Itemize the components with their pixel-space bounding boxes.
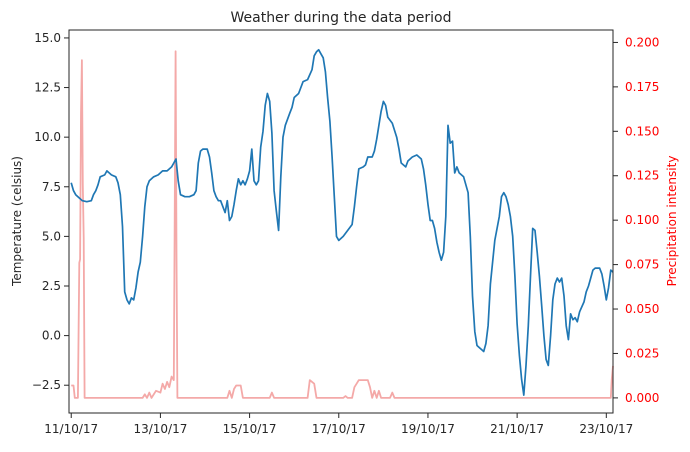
right-y-tick-label: 0.075 [625, 258, 659, 272]
left-y-tick-label: 12.5 [34, 81, 61, 95]
left-y-tick-label: 15.0 [34, 31, 61, 45]
left-y-tick-label: −2.5 [32, 378, 61, 392]
right-y-tick-label: 0.025 [625, 346, 659, 360]
right-y-tick-label: 0.200 [625, 35, 659, 49]
precipitation-series-line [71, 50, 614, 399]
right-y-tick-label: 0.150 [625, 124, 659, 138]
right-y-tick-label: 0.125 [625, 169, 659, 183]
right-y-tick-label: 0.000 [625, 391, 659, 405]
right-y-axis-label: Precipitation intensity [665, 156, 679, 287]
right-y-tick-label: 0.100 [625, 213, 659, 227]
plot-frame [68, 29, 614, 414]
x-tick-label: 15/10/17 [223, 422, 277, 436]
left-y-axis-label: Temperature (celsius) [10, 156, 24, 287]
x-tick-label: 13/10/17 [133, 422, 187, 436]
x-tick-label: 23/10/17 [579, 422, 633, 436]
right-y-tick-label: 0.050 [625, 302, 659, 316]
left-y-tick-label: 10.0 [34, 130, 61, 144]
left-y-tick-label: 2.5 [42, 279, 61, 293]
x-tick-label: 11/10/17 [44, 422, 98, 436]
plot-lines [70, 48, 614, 399]
left-y-axis: −2.5 0.0 2.5 5.0 7.5 10.0 12.5 15.0 [32, 31, 69, 392]
left-y-tick-label: 5.0 [42, 229, 61, 243]
right-y-axis: 0.000 0.025 0.050 0.075 0.100 0.125 0.150 0.175… [613, 35, 659, 405]
left-y-tick-label: 7.5 [42, 180, 61, 194]
temperature-series-line [70, 48, 614, 396]
x-tick-label: 21/10/17 [490, 422, 544, 436]
left-y-tick-label: 0.0 [42, 329, 61, 343]
x-tick-label: 19/10/17 [401, 422, 455, 436]
chart-title: Weather during the data period [230, 10, 451, 26]
x-axis: 11/10/17 13/10/17 15/10/17 17/10/17 19/10/17… [44, 413, 633, 436]
x-tick-label: 17/10/17 [312, 422, 366, 436]
right-y-tick-label: 0.175 [625, 80, 659, 94]
